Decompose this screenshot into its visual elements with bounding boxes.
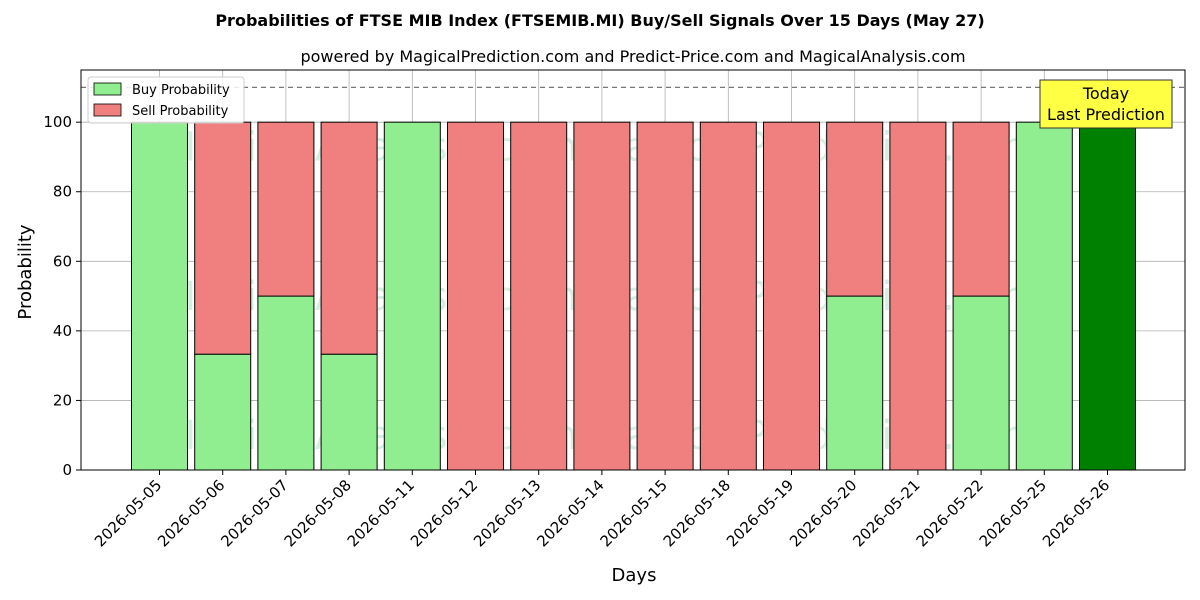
- x-tick-label: 2026-05-13: [470, 476, 544, 550]
- bar-sell-2026-05-18: [699, 121, 757, 471]
- annotation-line-last-prediction: Last Prediction: [1047, 105, 1165, 124]
- bars: [131, 121, 1136, 471]
- x-tick-label: 2026-05-15: [597, 476, 671, 550]
- legend-label-sell: Sell Probability: [132, 104, 229, 119]
- bar-sell-2026-05-12: [447, 121, 504, 471]
- legend-box: [87, 76, 245, 124]
- chart-title: Probabilities of FTSE MIB Index (FTSEMIB…: [215, 11, 984, 30]
- bar-sell-2026-05-08: [320, 121, 378, 355]
- plot-frame: [80, 69, 1186, 471]
- bar-sell-2026-05-22: [952, 121, 1010, 297]
- legend-swatch-buy: [93, 82, 122, 96]
- bar-buy-2026-05-06: [194, 353, 252, 471]
- bar-sell-2026-05-13: [510, 121, 568, 471]
- bar-sell-2026-05-21: [889, 121, 947, 471]
- x-tick-label: 2026-05-25: [976, 476, 1050, 550]
- chart-subtitle: powered by MagicalPrediction.com and Pre…: [300, 47, 965, 66]
- x-tick-label: 2026-05-08: [281, 476, 355, 550]
- annotation-line-today: Today: [1082, 84, 1129, 103]
- y-tick-label: 0: [62, 461, 72, 479]
- bar-buy-2026-05-11: [383, 121, 441, 471]
- x-tick-label: 2026-05-22: [913, 476, 987, 550]
- y-tick-label: 100: [43, 113, 72, 131]
- bar-buy-2026-05-22: [952, 295, 1010, 471]
- bar-buy-2026-05-05: [131, 121, 188, 471]
- legend-swatch-sell: [93, 103, 122, 117]
- x-tick-label: 2026-05-21: [849, 476, 923, 550]
- y-tick-label: 20: [53, 391, 72, 409]
- x-tick-label: 2026-05-26: [1039, 476, 1113, 550]
- today-annotation: Today Last Prediction: [1039, 79, 1173, 129]
- annotation-box: [1039, 79, 1173, 129]
- x-axis-label: Days: [612, 565, 657, 586]
- bar-buy-2026-05-20: [826, 295, 884, 471]
- y-tick-label: 40: [53, 322, 72, 340]
- bar-sell-2026-05-07: [257, 121, 315, 297]
- x-tick-label: 2026-05-20: [786, 476, 860, 550]
- x-tick-label: 2026-05-12: [407, 476, 481, 550]
- x-tick-label: 2026-05-18: [660, 476, 734, 550]
- bar-sell-2026-05-15: [636, 121, 694, 471]
- x-tick-label: 2026-05-11: [344, 476, 418, 550]
- legend: Buy Probability Sell Probability: [87, 76, 245, 124]
- x-tick-label: 2026-05-14: [533, 476, 607, 550]
- x-axis-ticks: 2026-05-052026-05-062026-05-072026-05-08…: [91, 470, 1113, 550]
- y-axis-ticks: 0 20 40 60 80 100: [43, 113, 81, 479]
- bar-buy-2026-05-07: [257, 295, 315, 471]
- bar-sell-2026-05-06: [194, 121, 252, 355]
- bar-sell-2026-05-14: [573, 121, 631, 471]
- bar-buy-2026-05-25: [1015, 121, 1073, 471]
- x-tick-label: 2026-05-05: [91, 476, 165, 550]
- y-axis-label: Probability: [15, 224, 36, 319]
- legend-label-buy: Buy Probability: [132, 83, 230, 98]
- bar-buy-2026-05-26: [1079, 121, 1136, 471]
- bar-sell-2026-05-19: [763, 121, 820, 471]
- x-tick-label: 2026-05-19: [723, 476, 797, 550]
- bar-sell-2026-05-20: [826, 121, 884, 297]
- y-tick-label: 80: [53, 183, 72, 201]
- x-tick-label: 2026-05-06: [154, 476, 228, 550]
- x-tick-label: 2026-05-07: [217, 476, 291, 550]
- bar-buy-2026-05-08: [320, 353, 378, 471]
- y-tick-label: 60: [53, 252, 72, 270]
